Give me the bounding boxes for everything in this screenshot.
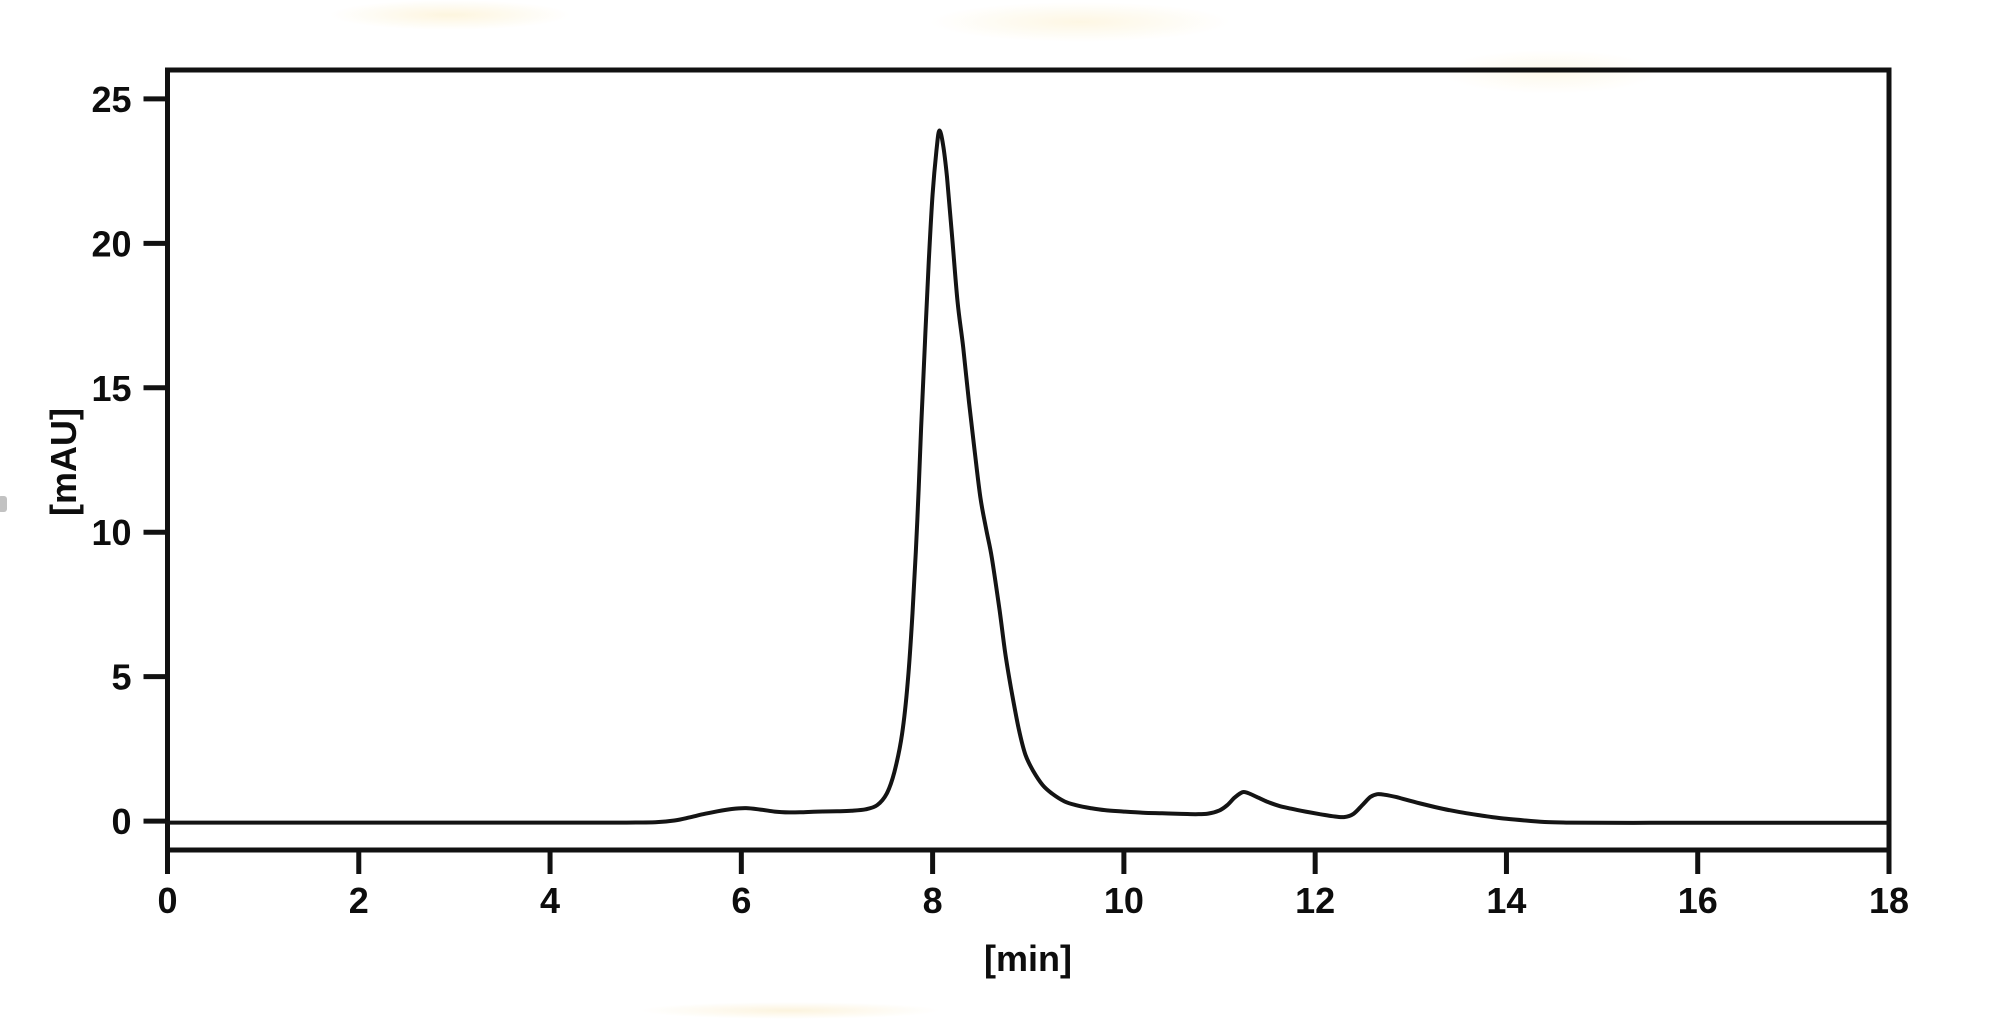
chromatogram-trace: [165, 128, 1891, 825]
x-axis-tick-label: 0: [157, 880, 177, 921]
y-axis-tick-label: 5: [111, 657, 131, 698]
x-axis-tick-label: 8: [923, 880, 943, 921]
x-axis-tick-label: 18: [1869, 880, 1909, 921]
y-axis-tick-label: 20: [91, 223, 131, 264]
x-axis-tick-label: 14: [1486, 880, 1526, 921]
y-axis-tick-label: 10: [91, 512, 131, 553]
x-axis-tick-label: 10: [1104, 880, 1144, 921]
plot-border: [165, 67, 1892, 853]
x-axis-tick-label: 12: [1295, 880, 1335, 921]
y-axis-tick-label: 0: [111, 801, 131, 842]
y-axis-title: [mAU]: [43, 408, 84, 516]
x-axis-tick-label: 2: [349, 880, 369, 921]
y-axis-tick-label: 25: [91, 79, 131, 120]
x-axis-tick-label: 4: [540, 880, 560, 921]
y-axis-tick-label: 15: [91, 368, 131, 409]
x-axis-title: [min]: [984, 938, 1072, 979]
x-axis-tick-label: 6: [731, 880, 751, 921]
x-axis-tick-label: 16: [1678, 880, 1718, 921]
